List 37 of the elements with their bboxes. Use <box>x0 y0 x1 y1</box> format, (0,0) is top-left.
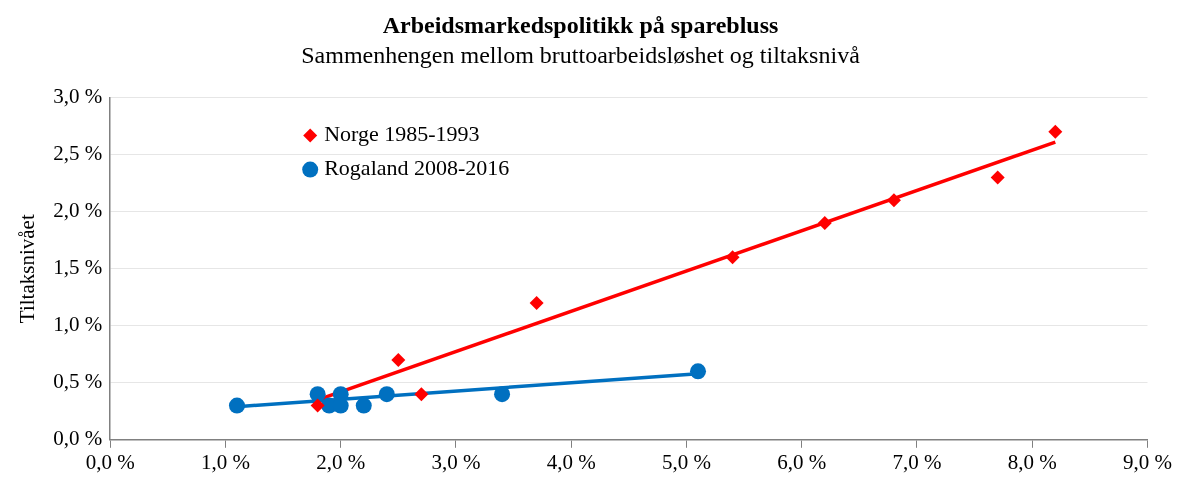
point <box>378 386 395 403</box>
point <box>690 363 706 380</box>
y-axis-title: Tiltaksnivået <box>15 214 40 324</box>
x-tick-label: 2,0 % <box>316 449 366 474</box>
chart-title: Arbeidsmarkedspolitikk på sparebluss <box>382 11 779 38</box>
x-tick-label: 0,0 % <box>85 449 135 474</box>
point <box>391 352 406 367</box>
x-tick-label: 8,0 % <box>1007 449 1057 474</box>
x-tick-label: 6,0 % <box>777 449 827 474</box>
legend-label: Rogaland 2008-2016 <box>324 155 510 181</box>
y-tick-label: 1,0 % <box>53 312 103 337</box>
y-tick-label: 0,0 % <box>53 426 103 451</box>
point <box>310 398 325 413</box>
legend-label: Norge 1985-1993 <box>324 121 480 147</box>
y-tick-label: 1,5 % <box>53 255 103 280</box>
chart-subtitle: Sammenhengen mellom bruttoarbeidsløshet og tiltaksnivå <box>301 42 861 69</box>
point <box>309 386 326 403</box>
y-tick-label: 2,5 % <box>53 141 103 166</box>
y-tick-label: 2,0 % <box>53 198 103 223</box>
x-tick-label: 3,0 % <box>431 449 481 474</box>
x-tick-label: 5,0 % <box>661 449 711 474</box>
point <box>1048 124 1063 139</box>
point <box>990 170 1005 185</box>
point <box>494 386 511 403</box>
point <box>817 216 832 231</box>
y-tick-label: 3,0 % <box>53 84 103 109</box>
x-tick-label: 4,0 % <box>546 449 596 474</box>
point <box>414 387 429 402</box>
point <box>228 397 245 414</box>
x-tick-label: 7,0 % <box>892 449 942 474</box>
point <box>886 193 901 208</box>
point <box>355 397 372 414</box>
point <box>529 295 544 310</box>
point <box>725 250 740 265</box>
y-tick-label: 0,5 % <box>53 369 103 394</box>
x-tick-label: 9,0 % <box>1123 449 1172 474</box>
x-tick-label: 1,0 % <box>200 449 250 474</box>
